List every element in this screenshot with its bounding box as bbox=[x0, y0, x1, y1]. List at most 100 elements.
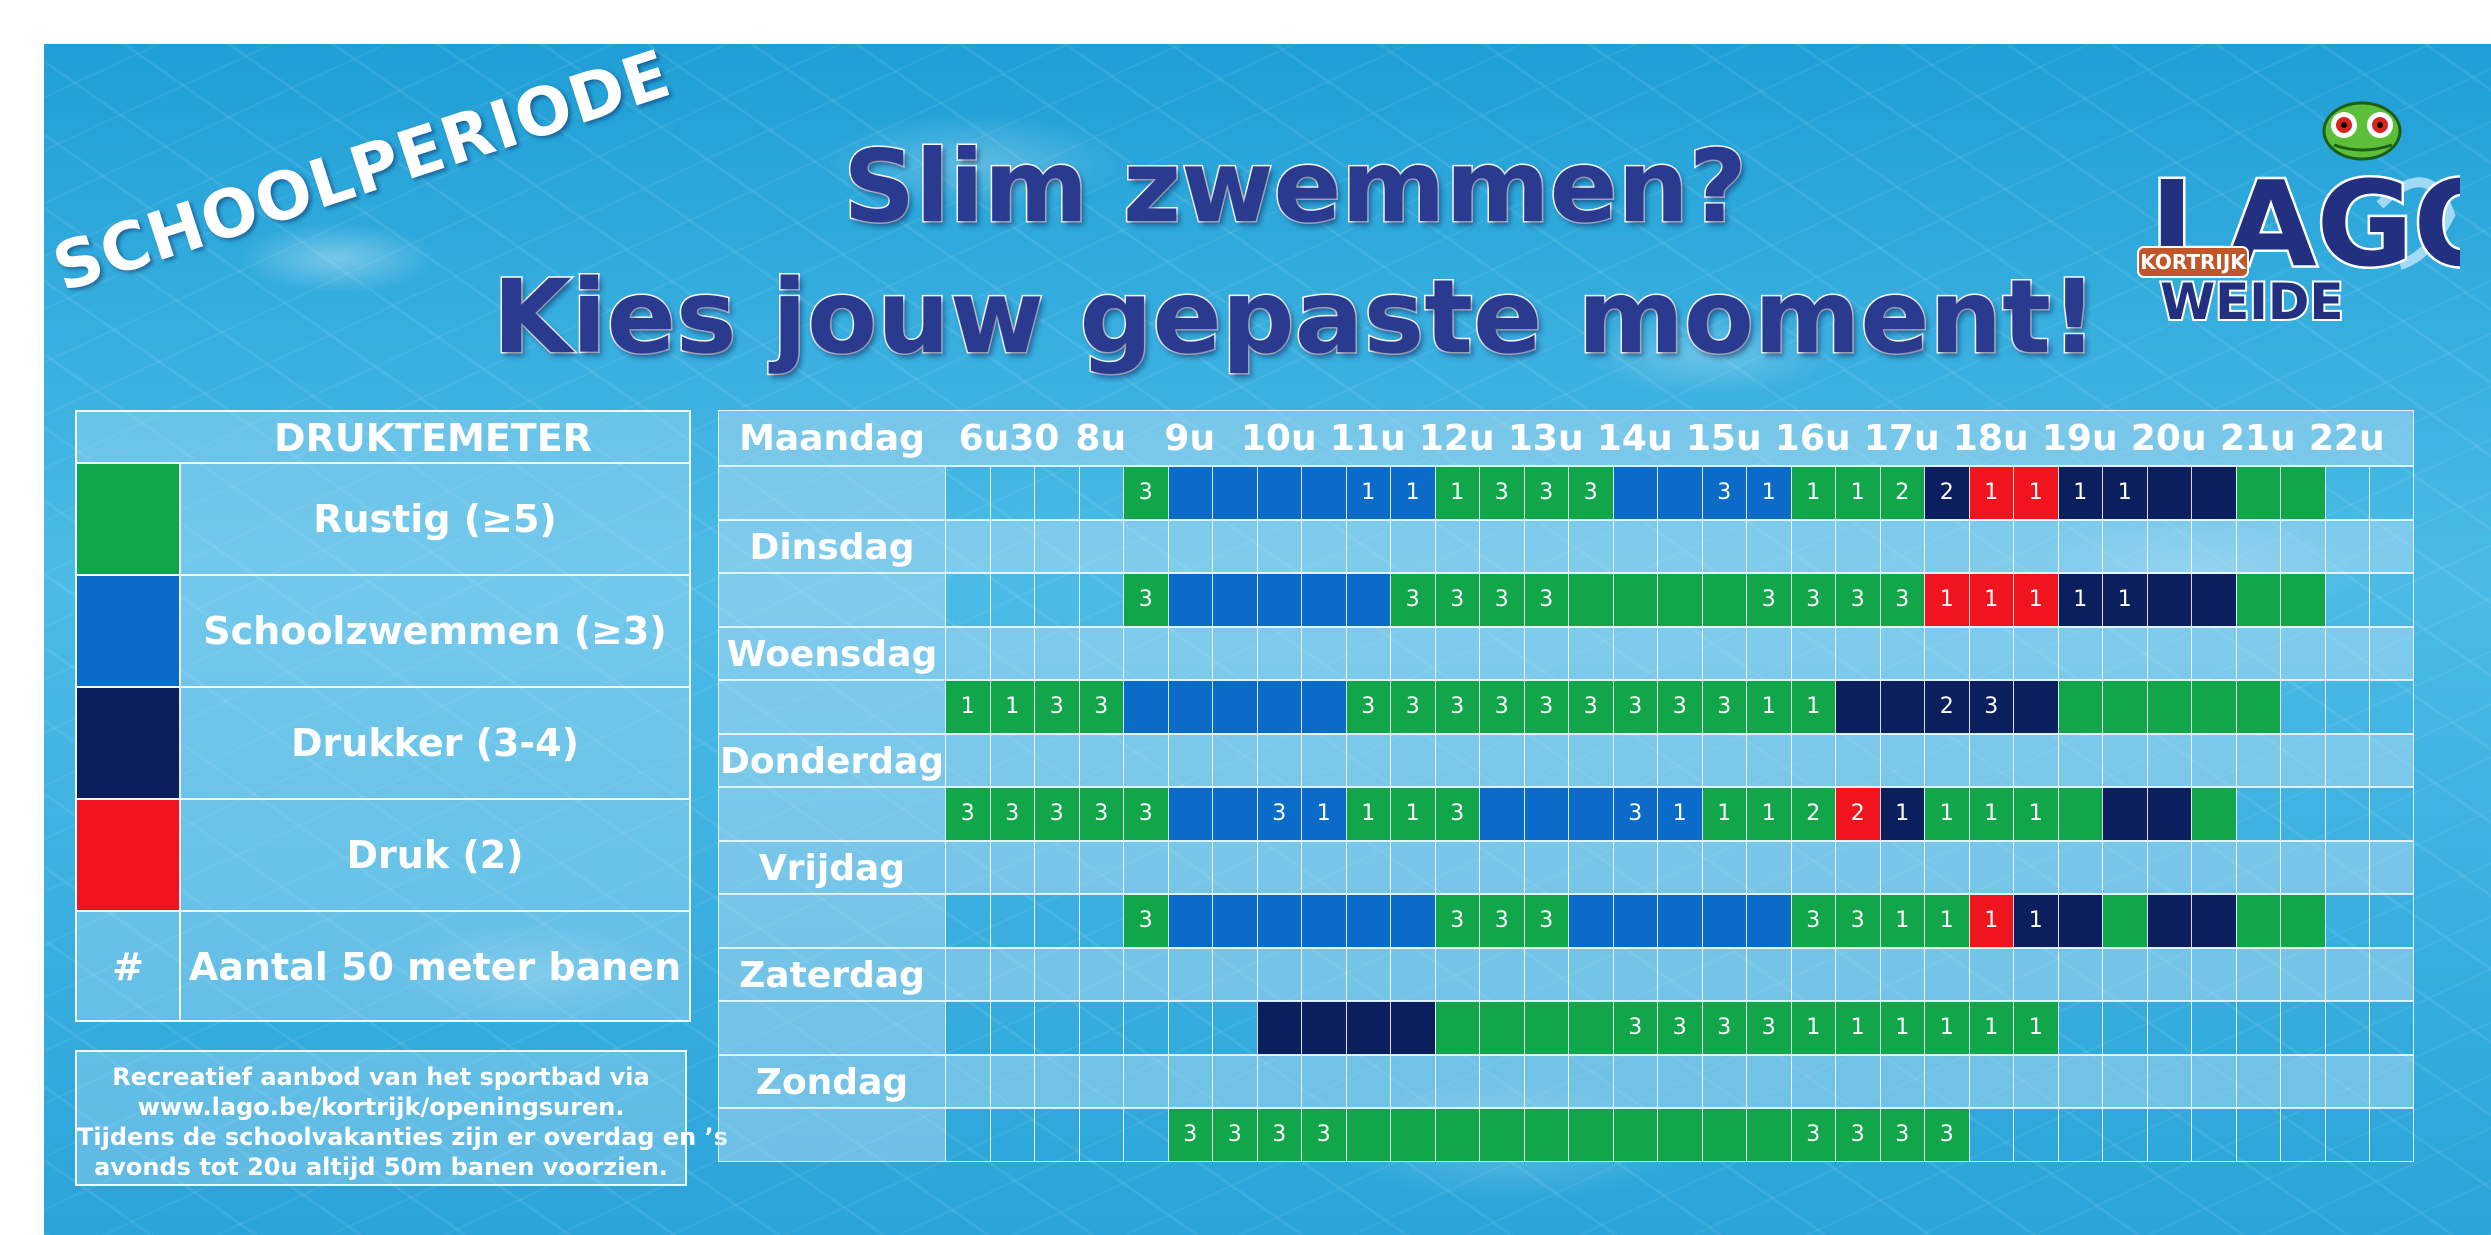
grid-cell bbox=[945, 842, 990, 893]
time-slot-cell bbox=[1123, 681, 1168, 733]
grid-cell bbox=[1701, 1056, 1747, 1107]
grid-cell bbox=[1568, 1056, 1613, 1107]
grid-cell bbox=[1034, 628, 1079, 679]
time-slot-cell bbox=[1879, 681, 1924, 733]
grid-cell bbox=[1657, 949, 1702, 1000]
time-slot-cell: 3 bbox=[1835, 574, 1880, 626]
time-slot-cell: 3 bbox=[1479, 574, 1524, 626]
time-slot-cell: 1 bbox=[2013, 467, 2058, 519]
time-slot-cell bbox=[2324, 1002, 2370, 1054]
time-slot-cell bbox=[989, 1109, 1035, 1161]
time-slot-cell: 1 bbox=[1968, 574, 2013, 626]
time-slot-cell bbox=[1345, 895, 1390, 947]
legend-row: # Aantal 50 meter banen bbox=[77, 912, 689, 1022]
time-slot-cell bbox=[1390, 1002, 1435, 1054]
grid-cell bbox=[1701, 842, 1747, 893]
grid-cell bbox=[2191, 628, 2236, 679]
grid-cell bbox=[1924, 735, 1969, 786]
legend-table: DRUKTEMETER Rustig (≥5) Schoolzwemmen (≥3… bbox=[75, 410, 691, 1022]
time-slot-cell bbox=[1434, 1002, 1479, 1054]
grid-cell bbox=[2102, 521, 2147, 572]
grid-cell bbox=[2057, 521, 2103, 572]
time-slot-cell bbox=[1479, 1002, 1524, 1054]
grid-cell bbox=[1301, 521, 1346, 572]
legend-row: Rustig (≥5) bbox=[77, 464, 689, 576]
time-slot-cell: 1 bbox=[1835, 467, 1880, 519]
time-slot-cell: 3 bbox=[1212, 1109, 1257, 1161]
grid-cell bbox=[1523, 842, 1569, 893]
time-slot-cell bbox=[1568, 1109, 1613, 1161]
grid-cell bbox=[2369, 628, 2414, 679]
row-lead bbox=[719, 895, 945, 947]
grid-cell bbox=[1568, 628, 1613, 679]
note-line: Tijdens de schoolvakanties zijn er overd… bbox=[77, 1123, 728, 1151]
time-slot-cell bbox=[1256, 681, 1301, 733]
grid-cell bbox=[2235, 521, 2281, 572]
grid-cell bbox=[2280, 842, 2325, 893]
grid-cell bbox=[1835, 1056, 1880, 1107]
time-slot-cell bbox=[2280, 681, 2325, 733]
grid-cell bbox=[1390, 628, 1435, 679]
day-header-row: Vrijdag bbox=[718, 841, 2414, 894]
time-slot-cell bbox=[1746, 895, 1791, 947]
time-slot-cell: 1 bbox=[1345, 788, 1390, 840]
time-slot-cell: 3 bbox=[1790, 1109, 1835, 1161]
time-slot-cell bbox=[1078, 467, 1124, 519]
grid-cell bbox=[1657, 735, 1702, 786]
grid-cell bbox=[1924, 949, 1969, 1000]
time-slot-cell bbox=[1657, 895, 1702, 947]
legend-swatch bbox=[77, 800, 181, 910]
grid-cell bbox=[2369, 521, 2414, 572]
time-slot-cell bbox=[1835, 681, 1880, 733]
time-slot-cell: 1 bbox=[1746, 467, 1791, 519]
time-slot-cell: 3 bbox=[945, 788, 990, 840]
time-slot-cell bbox=[2146, 574, 2191, 626]
grid-cell bbox=[1612, 949, 1658, 1000]
time-slot-cell bbox=[1345, 1109, 1390, 1161]
grid-cell bbox=[1790, 521, 1836, 572]
time-slot-cell bbox=[2191, 681, 2236, 733]
title-line-2: Kies jouw gepaste moment! bbox=[491, 257, 2099, 379]
time-slot-cell bbox=[1256, 467, 1301, 519]
grid-cell bbox=[1256, 735, 1302, 786]
time-slot-cell bbox=[945, 1109, 990, 1161]
grid-cell bbox=[1167, 735, 1213, 786]
grid-cell bbox=[989, 735, 1035, 786]
time-slot-cell bbox=[2057, 788, 2102, 840]
grid-cell bbox=[989, 521, 1035, 572]
time-slot-cell: 3 bbox=[1790, 895, 1835, 947]
legend-label: Drukker (3-4) bbox=[291, 721, 579, 765]
grid-cell bbox=[1568, 521, 1613, 572]
time-slot-cell bbox=[2324, 681, 2370, 733]
grid-cell bbox=[2191, 949, 2236, 1000]
time-slot-cell bbox=[1034, 1002, 1079, 1054]
time-slot-cell bbox=[2324, 895, 2370, 947]
time-slot-cell: 1 bbox=[1390, 788, 1435, 840]
grid-cell bbox=[2191, 735, 2236, 786]
time-slot-cell: 1 bbox=[945, 681, 990, 733]
legend-row: Schoolzwemmen (≥3) bbox=[77, 576, 689, 688]
grid-cell bbox=[1301, 735, 1346, 786]
time-slot-cell: 1 bbox=[1790, 1002, 1835, 1054]
note-line[interactable]: www.lago.be/kortrijk/openingsuren. bbox=[137, 1093, 625, 1121]
grid-cell bbox=[1612, 628, 1658, 679]
time-slot-cell: 3 bbox=[1701, 681, 1746, 733]
time-slot-cell bbox=[2280, 788, 2325, 840]
time-slot-cell: 3 bbox=[1434, 574, 1479, 626]
grid-cell bbox=[1212, 521, 1257, 572]
time-slot-cell bbox=[2057, 895, 2102, 947]
time-slot-cell bbox=[2324, 1109, 2370, 1161]
grid-cell bbox=[989, 949, 1035, 1000]
grid-cell bbox=[1078, 735, 1124, 786]
time-slot-cell: 1 bbox=[1924, 895, 1969, 947]
time-slot-cell: 3 bbox=[1879, 1109, 1924, 1161]
grid-cell bbox=[2280, 521, 2325, 572]
grid-cell bbox=[2013, 735, 2058, 786]
time-slot-cell: 1 bbox=[1924, 1002, 1969, 1054]
grid-cell bbox=[1924, 521, 1969, 572]
time-slot-cell bbox=[1167, 1002, 1213, 1054]
time-slot-cell bbox=[2057, 1109, 2103, 1161]
time-slot-cell: 2 bbox=[1879, 467, 1924, 519]
